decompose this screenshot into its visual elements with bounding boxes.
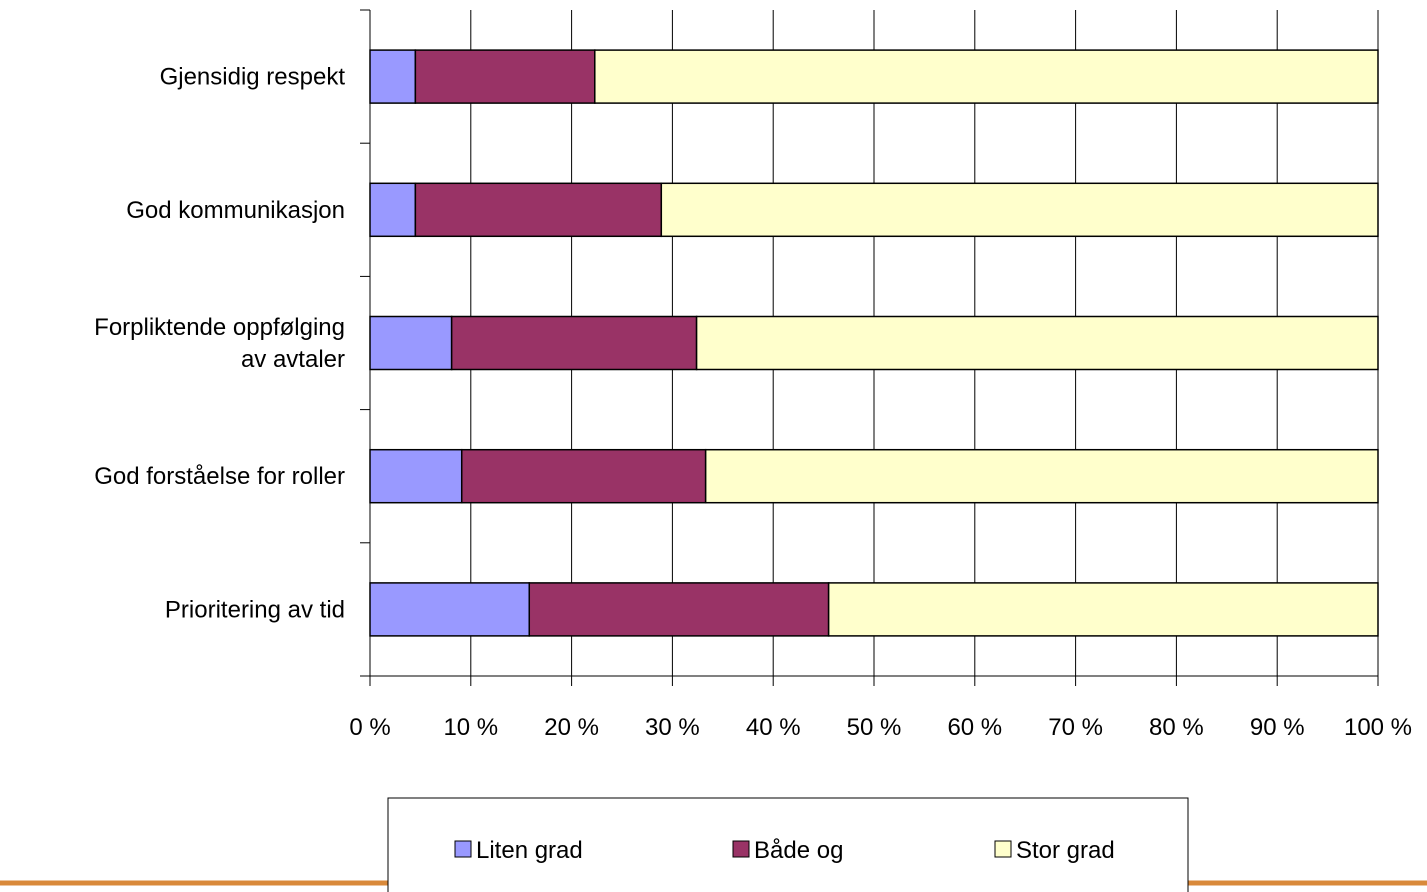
- bar-segment: [369, 182, 417, 238]
- legend-swatch: [732, 840, 750, 858]
- bar-segment: [528, 582, 830, 637]
- y-tick-label: Gjensidig respekt: [160, 64, 346, 91]
- bar-segment: [369, 582, 531, 637]
- x-tick-label: 90 %: [1250, 714, 1305, 741]
- x-tick-label: 60 %: [947, 714, 1002, 741]
- legend-swatch: [454, 840, 472, 858]
- legend-label: Liten grad: [476, 837, 583, 864]
- bar-segment: [369, 49, 417, 104]
- bar-segment: [369, 315, 453, 371]
- bar-segment: [704, 448, 1379, 504]
- bar-segment: [460, 448, 707, 504]
- x-tick-label: 20 %: [544, 714, 599, 741]
- x-tick-label: 50 %: [847, 714, 902, 741]
- bar-segment: [414, 182, 663, 238]
- y-tick-label: God forståelse for roller: [94, 463, 345, 490]
- x-tick-label: 0 %: [349, 714, 390, 741]
- x-tick-label: 100 %: [1344, 714, 1412, 741]
- legend-label: Stor grad: [1016, 837, 1115, 864]
- y-tick-label: Prioritering av tid: [165, 596, 345, 623]
- bar-segment: [827, 582, 1379, 637]
- x-tick-label: 30 %: [645, 714, 700, 741]
- legend-label: Både og: [754, 837, 843, 864]
- bar-segment: [414, 49, 596, 104]
- x-tick-label: 40 %: [746, 714, 801, 741]
- x-tick-label: 10 %: [443, 714, 498, 741]
- bar-segment: [369, 448, 463, 504]
- x-tick-label: 80 %: [1149, 714, 1204, 741]
- bar-segment: [450, 315, 698, 371]
- y-tick-label: Forpliktende oppfølging av avtaler: [94, 314, 345, 373]
- legend: Liten grad Både og Stor grad: [387, 797, 1189, 892]
- legend-box: [387, 797, 1189, 892]
- bar-segment: [695, 315, 1379, 371]
- legend-swatch: [994, 840, 1012, 858]
- bar-segment: [594, 49, 1379, 104]
- x-tick-label: 70 %: [1048, 714, 1103, 741]
- bar-segment: [660, 182, 1379, 238]
- y-tick-label: God kommunikasjon: [126, 197, 345, 224]
